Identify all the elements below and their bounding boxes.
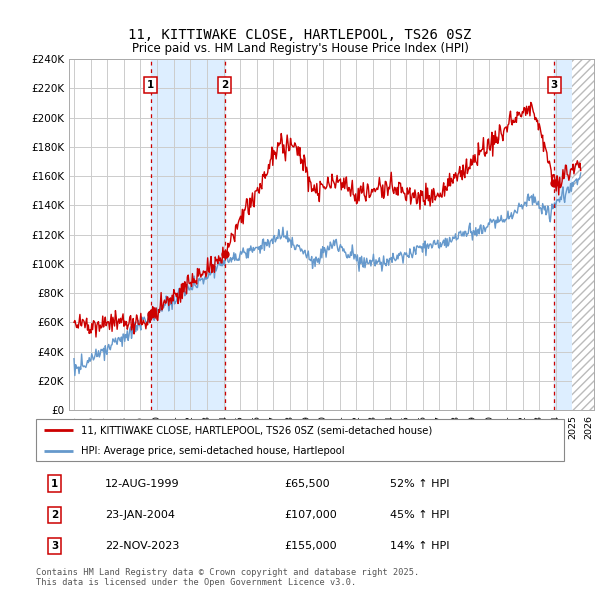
Text: 3: 3 (551, 80, 558, 90)
Text: 2: 2 (51, 510, 58, 520)
Text: Contains HM Land Registry data © Crown copyright and database right 2025.
This d: Contains HM Land Registry data © Crown c… (36, 568, 419, 587)
Text: 11, KITTIWAKE CLOSE, HARTLEPOOL, TS26 0SZ: 11, KITTIWAKE CLOSE, HARTLEPOOL, TS26 0S… (128, 28, 472, 42)
FancyBboxPatch shape (36, 419, 564, 461)
Text: 14% ↑ HPI: 14% ↑ HPI (390, 541, 449, 551)
Text: 45% ↑ HPI: 45% ↑ HPI (390, 510, 449, 520)
Text: £107,000: £107,000 (284, 510, 337, 520)
Text: 12-AUG-1999: 12-AUG-1999 (104, 478, 179, 489)
Text: 22-NOV-2023: 22-NOV-2023 (104, 541, 179, 551)
Text: 1: 1 (51, 478, 58, 489)
Text: 1: 1 (147, 80, 154, 90)
Text: £65,500: £65,500 (284, 478, 330, 489)
Text: Price paid vs. HM Land Registry's House Price Index (HPI): Price paid vs. HM Land Registry's House … (131, 42, 469, 55)
Text: HPI: Average price, semi-detached house, Hartlepool: HPI: Average price, semi-detached house,… (81, 446, 344, 455)
Text: 52% ↑ HPI: 52% ↑ HPI (390, 478, 449, 489)
Bar (151, 59, 224, 410)
Text: 3: 3 (51, 541, 58, 551)
Text: £155,000: £155,000 (284, 541, 337, 551)
Text: 11, KITTIWAKE CLOSE, HARTLEPOOL, TS26 0SZ (semi-detached house): 11, KITTIWAKE CLOSE, HARTLEPOOL, TS26 0S… (81, 425, 432, 435)
Text: 2: 2 (221, 80, 228, 90)
Bar (554, 59, 572, 410)
Text: 23-JAN-2004: 23-JAN-2004 (104, 510, 175, 520)
